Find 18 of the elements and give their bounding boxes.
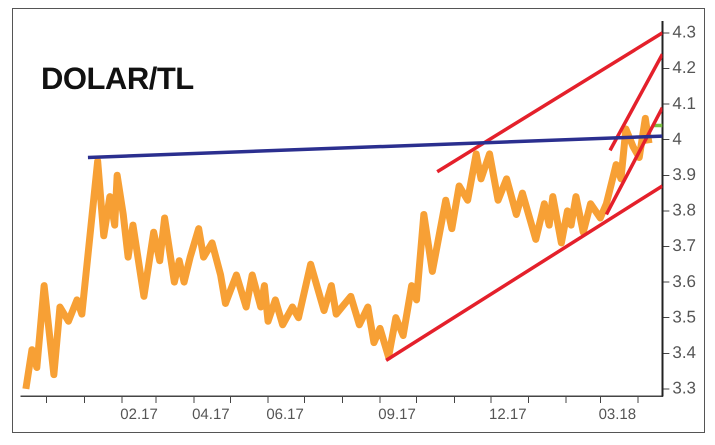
y-tick-label: 4.1 <box>672 94 696 113</box>
y-tick-label: 3.6 <box>672 272 696 291</box>
y-tick-label: 3.7 <box>672 236 696 256</box>
y-tick-label: 4.3 <box>672 22 696 42</box>
x-tick-label: 03.18 <box>598 406 636 424</box>
x-tick-label: 02.17 <box>120 406 158 424</box>
y-tick-label: 3.8 <box>672 200 696 220</box>
x-tick-label: 06.17 <box>266 406 304 424</box>
x-tick-label: 12.17 <box>489 406 527 424</box>
y-tick-label: 3.9 <box>672 164 696 184</box>
text: DOLAR/TL <box>41 61 194 97</box>
y-tick-label: 4.2 <box>672 58 696 78</box>
y-tick-label: 3.3 <box>672 378 696 398</box>
x-tick-label: 04.17 <box>192 406 230 424</box>
x-tick-label: 09.17 <box>378 406 416 424</box>
y-tick-label: 4 <box>672 129 682 148</box>
y-tick-label: 3.4 <box>672 342 696 362</box>
y-tick-label: 3.5 <box>672 307 696 326</box>
